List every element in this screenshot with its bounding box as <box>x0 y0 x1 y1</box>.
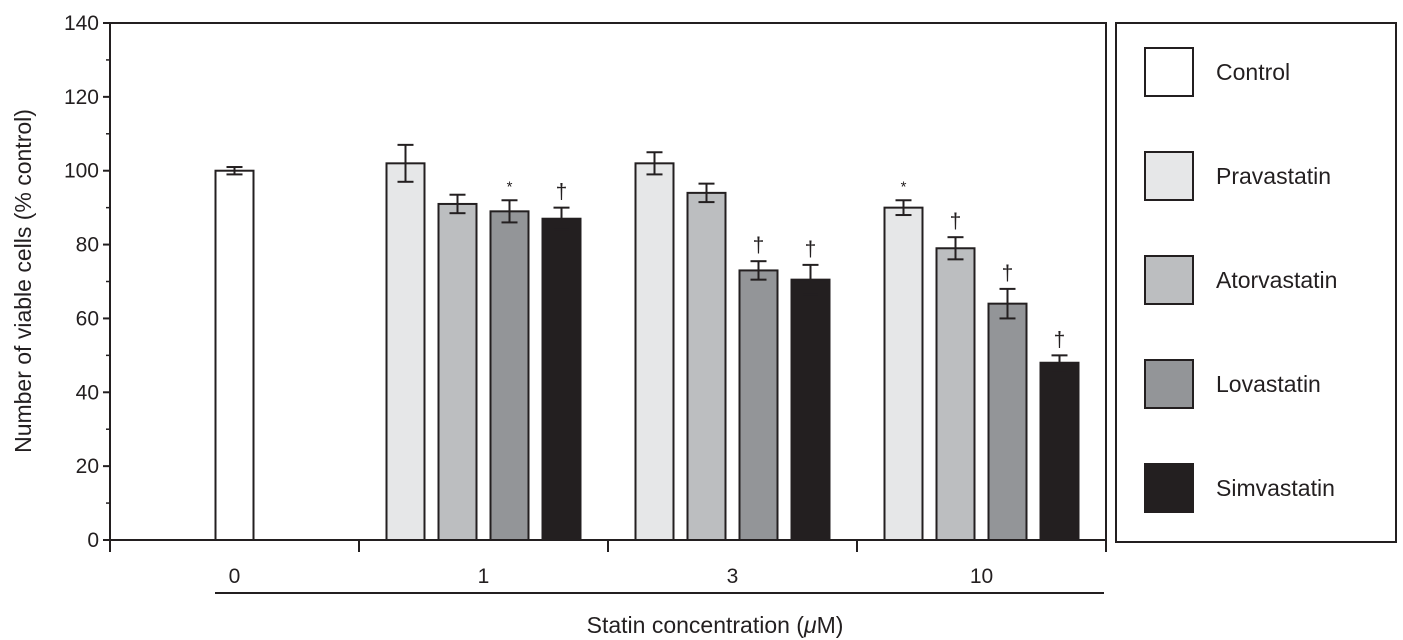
x-tick-label: 10 <box>970 565 993 588</box>
bar-control-0 <box>214 169 255 541</box>
bar-lovastatin-3 <box>738 269 779 541</box>
x-tick-label: 1 <box>478 565 490 588</box>
legend-swatch-lovastatin <box>1144 359 1194 409</box>
legend-label-lovastatin: Lovastatin <box>1216 371 1321 397</box>
legend-label-control: Control <box>1216 59 1290 85</box>
bar-pravastatin-10 <box>883 206 924 541</box>
significance-mark: * <box>901 178 907 195</box>
y-tick-label: 20 <box>76 455 99 478</box>
y-tick-label: 0 <box>87 529 99 552</box>
legend: Control Pravastatin Atorvastatin Lovastatin… <box>1144 47 1337 513</box>
significance-mark: † <box>1054 328 1066 351</box>
bar-atorvastatin-3 <box>686 191 727 541</box>
error-bars <box>226 143 1068 372</box>
bar-simvastatin-10 <box>1039 361 1080 541</box>
y-axis: 0 20 40 60 80 100 120 140 <box>64 12 110 552</box>
significance-mark: † <box>805 238 817 261</box>
bar-lovastatin-1 <box>489 210 530 541</box>
legend-swatch-control <box>1144 47 1194 97</box>
y-tick-label: 40 <box>76 381 99 404</box>
bar-pravastatin-3 <box>634 162 675 541</box>
significance-mark: † <box>1002 262 1014 285</box>
legend-label-simvastatin: Simvastatin <box>1216 475 1335 501</box>
significance-mark: † <box>950 210 962 233</box>
x-tick-label: 3 <box>727 565 739 588</box>
y-tick-label: 120 <box>64 86 99 109</box>
y-axis-title: Number of viable cells (% control) <box>10 109 36 453</box>
legend-frame <box>1115 22 1397 543</box>
bar-pravastatin-1 <box>385 162 426 541</box>
legend-label-atorvastatin: Atorvastatin <box>1216 267 1337 293</box>
legend-swatch-pravastatin <box>1144 151 1194 201</box>
bar-lovastatin-10 <box>987 302 1028 541</box>
bar-atorvastatin-10 <box>935 247 976 541</box>
legend-swatch-atorvastatin <box>1144 255 1194 305</box>
legend-swatch-simvastatin <box>1144 463 1194 513</box>
bar-simvastatin-1 <box>541 217 582 541</box>
y-tick-label: 100 <box>64 160 99 183</box>
significance-mark: † <box>753 234 765 257</box>
significance-mark: * <box>507 178 513 195</box>
bars <box>214 162 1080 541</box>
y-tick-label: 140 <box>64 12 99 35</box>
x-axis: 0 1 3 10 <box>109 540 1107 588</box>
x-tick-label: 0 <box>229 565 241 588</box>
y-tick-label: 60 <box>76 307 99 330</box>
significance-mark: † <box>556 181 568 204</box>
bar-simvastatin-3 <box>790 278 831 541</box>
y-tick-label: 80 <box>76 234 99 257</box>
significance-marks: * † † † * † † † <box>507 178 1066 351</box>
legend-label-pravastatin: Pravastatin <box>1216 163 1331 189</box>
bar-atorvastatin-1 <box>437 202 478 541</box>
x-axis-title: Statin concentration (μM) <box>587 612 844 638</box>
